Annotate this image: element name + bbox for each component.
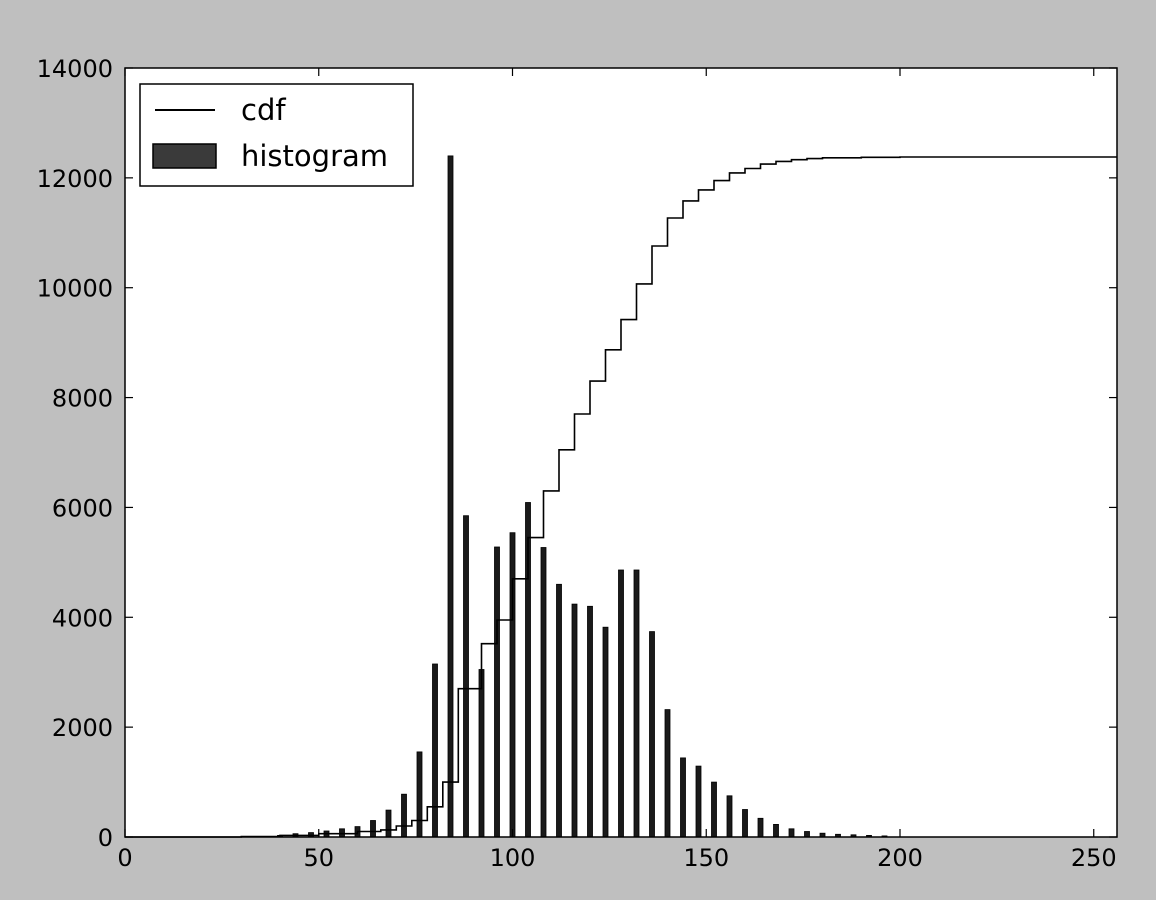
histogram-bar — [587, 605, 593, 838]
histogram-bar — [633, 569, 640, 838]
histogram-bar — [432, 663, 438, 838]
histogram-bar — [649, 631, 655, 838]
histogram-bar — [773, 824, 779, 838]
x-tick-label: 100 — [490, 844, 536, 872]
legend: cdf histogram — [139, 83, 414, 187]
y-tick-label: 6000 — [52, 494, 113, 522]
x-tick-label: 150 — [683, 844, 729, 872]
histogram-bar — [680, 757, 686, 838]
histogram-bar — [494, 546, 500, 838]
histogram-bar — [804, 831, 810, 838]
histogram-bar — [664, 709, 671, 838]
histogram-bar — [695, 765, 702, 838]
histogram-bar — [385, 809, 392, 838]
y-tick-label: 4000 — [52, 604, 113, 632]
histogram-bar — [540, 547, 547, 838]
x-tick-label: 200 — [877, 844, 923, 872]
histogram-bar — [463, 515, 469, 838]
histogram-bar — [757, 817, 764, 838]
legend-cdf-label: cdf — [241, 93, 286, 127]
legend-histogram-label: histogram — [241, 139, 388, 173]
x-tick-label: 0 — [117, 844, 132, 872]
histogram-bar — [602, 626, 609, 838]
histogram-bar — [571, 603, 578, 838]
y-tick-label: 0 — [98, 824, 113, 852]
histogram-bar — [742, 809, 748, 838]
histogram-bar — [788, 828, 795, 838]
plot-frame — [124, 67, 1118, 838]
x-tick-label: 50 — [304, 844, 335, 872]
legend-histogram-swatch — [152, 143, 217, 169]
y-tick-label: 14000 — [37, 55, 113, 83]
y-tick-label: 10000 — [37, 275, 113, 303]
x-tick-labels: 0 50 100 150 200 250 — [117, 844, 1116, 872]
x-tick-label: 250 — [1071, 844, 1117, 872]
legend-box — [139, 83, 414, 187]
histogram-bar — [416, 751, 423, 838]
y-tick-label: 2000 — [52, 714, 113, 742]
histogram-bar — [726, 795, 733, 838]
y-tick-label: 8000 — [52, 385, 113, 413]
histogram-bar — [711, 781, 717, 838]
cdf-line — [125, 156, 1117, 838]
y-tick-labels: 0 2000 4000 6000 8000 10000 12000 14000 — [37, 55, 113, 852]
histogram-bar — [447, 155, 454, 838]
histogram-bar — [370, 820, 376, 838]
y-tick-label: 12000 — [37, 165, 113, 193]
histogram-bar — [401, 793, 407, 838]
histogram-bar — [556, 583, 562, 838]
histogram-bar — [618, 569, 624, 838]
histogram-bar — [478, 669, 485, 838]
